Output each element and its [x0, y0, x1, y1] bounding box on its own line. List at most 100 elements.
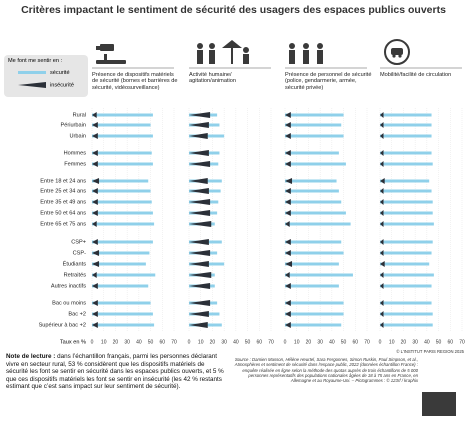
x-tick-label: 60 [160, 339, 166, 345]
security-bar [285, 179, 337, 183]
insecurity-wedge [285, 272, 290, 278]
security-bar [380, 240, 433, 244]
x-tick-label: 10 [101, 339, 107, 345]
insecurity-wedge [380, 250, 384, 256]
insecurity-wedge [285, 199, 291, 205]
insecurity-wedge [285, 261, 293, 267]
insecurity-wedge [92, 122, 98, 128]
insecurity-wedge [189, 311, 209, 317]
insecurity-wedge [92, 239, 98, 245]
x-tick-label: 70 [364, 339, 370, 345]
insecurity-wedge [380, 112, 384, 118]
security-bar [285, 189, 339, 193]
x-tick-label: 30 [124, 339, 130, 345]
security-bar [285, 284, 339, 288]
x-tick-label: 20 [401, 339, 407, 345]
insecurity-wedge [92, 322, 98, 328]
row-label: Entre 50 et 64 ans [40, 210, 86, 216]
security-bar [92, 151, 152, 155]
insecurity-wedge [92, 150, 98, 156]
insecurity-wedge [92, 112, 97, 118]
panel-title: Mobilité/facilité de circulation [380, 72, 452, 78]
chart-title: Critères impactant le sentiment de sécur… [21, 4, 446, 16]
security-bar [92, 162, 153, 166]
security-bar [92, 262, 146, 266]
security-bar [285, 323, 342, 327]
insecurity-wedge [92, 133, 98, 139]
insecurity-wedge [380, 221, 384, 227]
insecurity-wedge [380, 283, 384, 289]
insecurity-wedge [189, 133, 208, 139]
insecurity-wedge [285, 283, 291, 289]
insecurity-wedge [189, 161, 211, 167]
security-bar [285, 200, 342, 204]
row-label: Bac +2 [68, 311, 86, 317]
security-bar [285, 312, 344, 316]
security-bar [285, 134, 344, 138]
insecurity-wedge [380, 239, 384, 245]
security-bar [380, 134, 432, 138]
security-bar [92, 251, 150, 255]
x-tick-label: 20 [306, 339, 312, 345]
insecurity-wedge [285, 178, 293, 184]
insecurity-wedge [380, 188, 384, 194]
note-label: Note de lecture : [6, 353, 56, 360]
legend-swatch [18, 71, 46, 74]
security-bar [92, 211, 153, 215]
insecurity-wedge [189, 221, 212, 227]
insecurity-wedge [380, 178, 385, 184]
row-label: Entre 35 et 49 ans [40, 199, 86, 205]
insecurity-wedge [92, 188, 98, 194]
x-tick-label: 10 [294, 339, 300, 345]
security-bar [92, 134, 153, 138]
x-tick-label: 30 [412, 339, 418, 345]
security-bar [285, 301, 344, 305]
insecurity-wedge [92, 261, 100, 267]
insecurity-wedge [285, 133, 291, 139]
x-tick-label: 70 [459, 339, 465, 345]
security-bar [92, 200, 152, 204]
security-bar [92, 179, 149, 183]
security-bar [380, 113, 432, 117]
insecurity-wedge [189, 300, 211, 306]
security-bar [285, 262, 339, 266]
security-bar [380, 312, 433, 316]
row-label: Entre 18 et 24 ans [40, 178, 86, 184]
insecurity-wedge [380, 150, 384, 156]
insecurity-wedge [92, 221, 97, 227]
logo [422, 392, 456, 416]
security-bar [380, 123, 432, 127]
security-bar [92, 301, 151, 305]
row-label: Autres inactifs [51, 283, 86, 289]
insecurity-wedge [92, 311, 98, 317]
insecurity-wedge [189, 322, 208, 328]
security-bar [380, 301, 432, 305]
security-bar [285, 123, 342, 127]
x-tick-label: 0 [284, 339, 287, 345]
x-tick-label: 20 [113, 339, 119, 345]
insecurity-wedge [92, 272, 97, 278]
insecurity-wedge [189, 112, 211, 118]
insecurity-wedge [380, 300, 384, 306]
insecurity-wedge [285, 311, 291, 317]
insecurity-wedge [92, 283, 98, 289]
insecurity-wedge [285, 150, 291, 156]
row-label: CSP- [73, 250, 87, 256]
insecurity-wedge [285, 122, 291, 128]
insecurity-wedge [189, 250, 211, 256]
note-text: dans l’échantillon français, parmi les p… [6, 353, 224, 391]
x-tick-label: 40 [424, 339, 430, 345]
x-tick-label: 40 [233, 339, 239, 345]
insecurity-wedge [189, 122, 209, 128]
row-label: Rural [73, 112, 86, 118]
x-tick-label: 60 [257, 339, 263, 345]
copyright: © L’INSTITUT PARIS REGION 2025 [396, 349, 464, 354]
row-label: CSP+ [71, 239, 86, 245]
panel-title: Activité humaine/ agitation/animation [189, 72, 236, 85]
insecurity-wedge [92, 210, 98, 216]
legend-title: Me font me sentir en : [8, 58, 63, 64]
legend-label: sécurité [50, 70, 70, 76]
x-tick-label: 0 [91, 339, 94, 345]
x-tick-label: 70 [171, 339, 177, 345]
